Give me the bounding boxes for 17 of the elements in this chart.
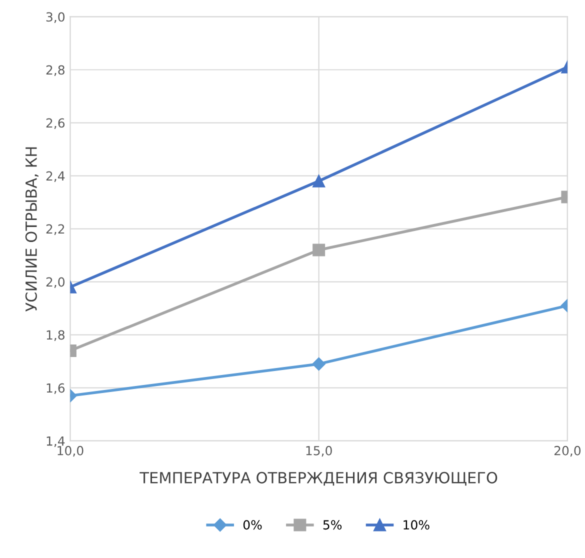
y-tick-label: 2,2 xyxy=(46,224,64,235)
y-tick-label: 1,6 xyxy=(46,383,65,394)
x-tick-label: 15,0 xyxy=(306,446,332,457)
legend-label: 10% xyxy=(404,520,430,530)
y-tick-label: 2,0 xyxy=(46,277,65,288)
x-tick-label: 20,0 xyxy=(554,446,581,457)
x-tick-label: 10,0 xyxy=(58,446,84,457)
legend-label: 0% xyxy=(243,520,262,530)
y-tick-label: 2,6 xyxy=(46,118,65,129)
y-tick-label: 2,4 xyxy=(46,171,65,182)
y-tick-label: 3,0 xyxy=(46,12,65,23)
y-tick-label: 2,8 xyxy=(46,65,64,76)
y-tick-label: 1,4 xyxy=(46,436,65,448)
y-tick-label: 1,8 xyxy=(46,330,64,341)
y-axis-title: УСИЛИЕ ОТРЫВА, КН xyxy=(25,147,39,312)
legend-label: 5% xyxy=(323,520,342,530)
x-axis-title: ТЕМПЕРАТУРА ОТВЕРЖДЕНИЯ СВЯЗУЮЩЕГО xyxy=(140,472,498,486)
